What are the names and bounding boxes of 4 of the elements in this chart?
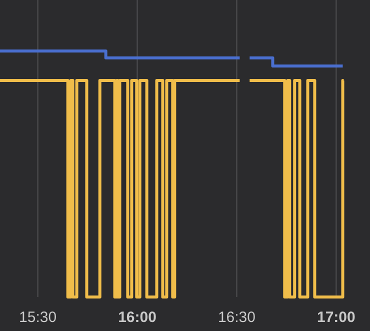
x-tick-label: 16:00 (118, 309, 156, 326)
x-tick-label: 15:30 (19, 309, 57, 326)
x-tick-label: 17:00 (316, 309, 356, 326)
x-tick-label: 16:30 (218, 309, 256, 326)
